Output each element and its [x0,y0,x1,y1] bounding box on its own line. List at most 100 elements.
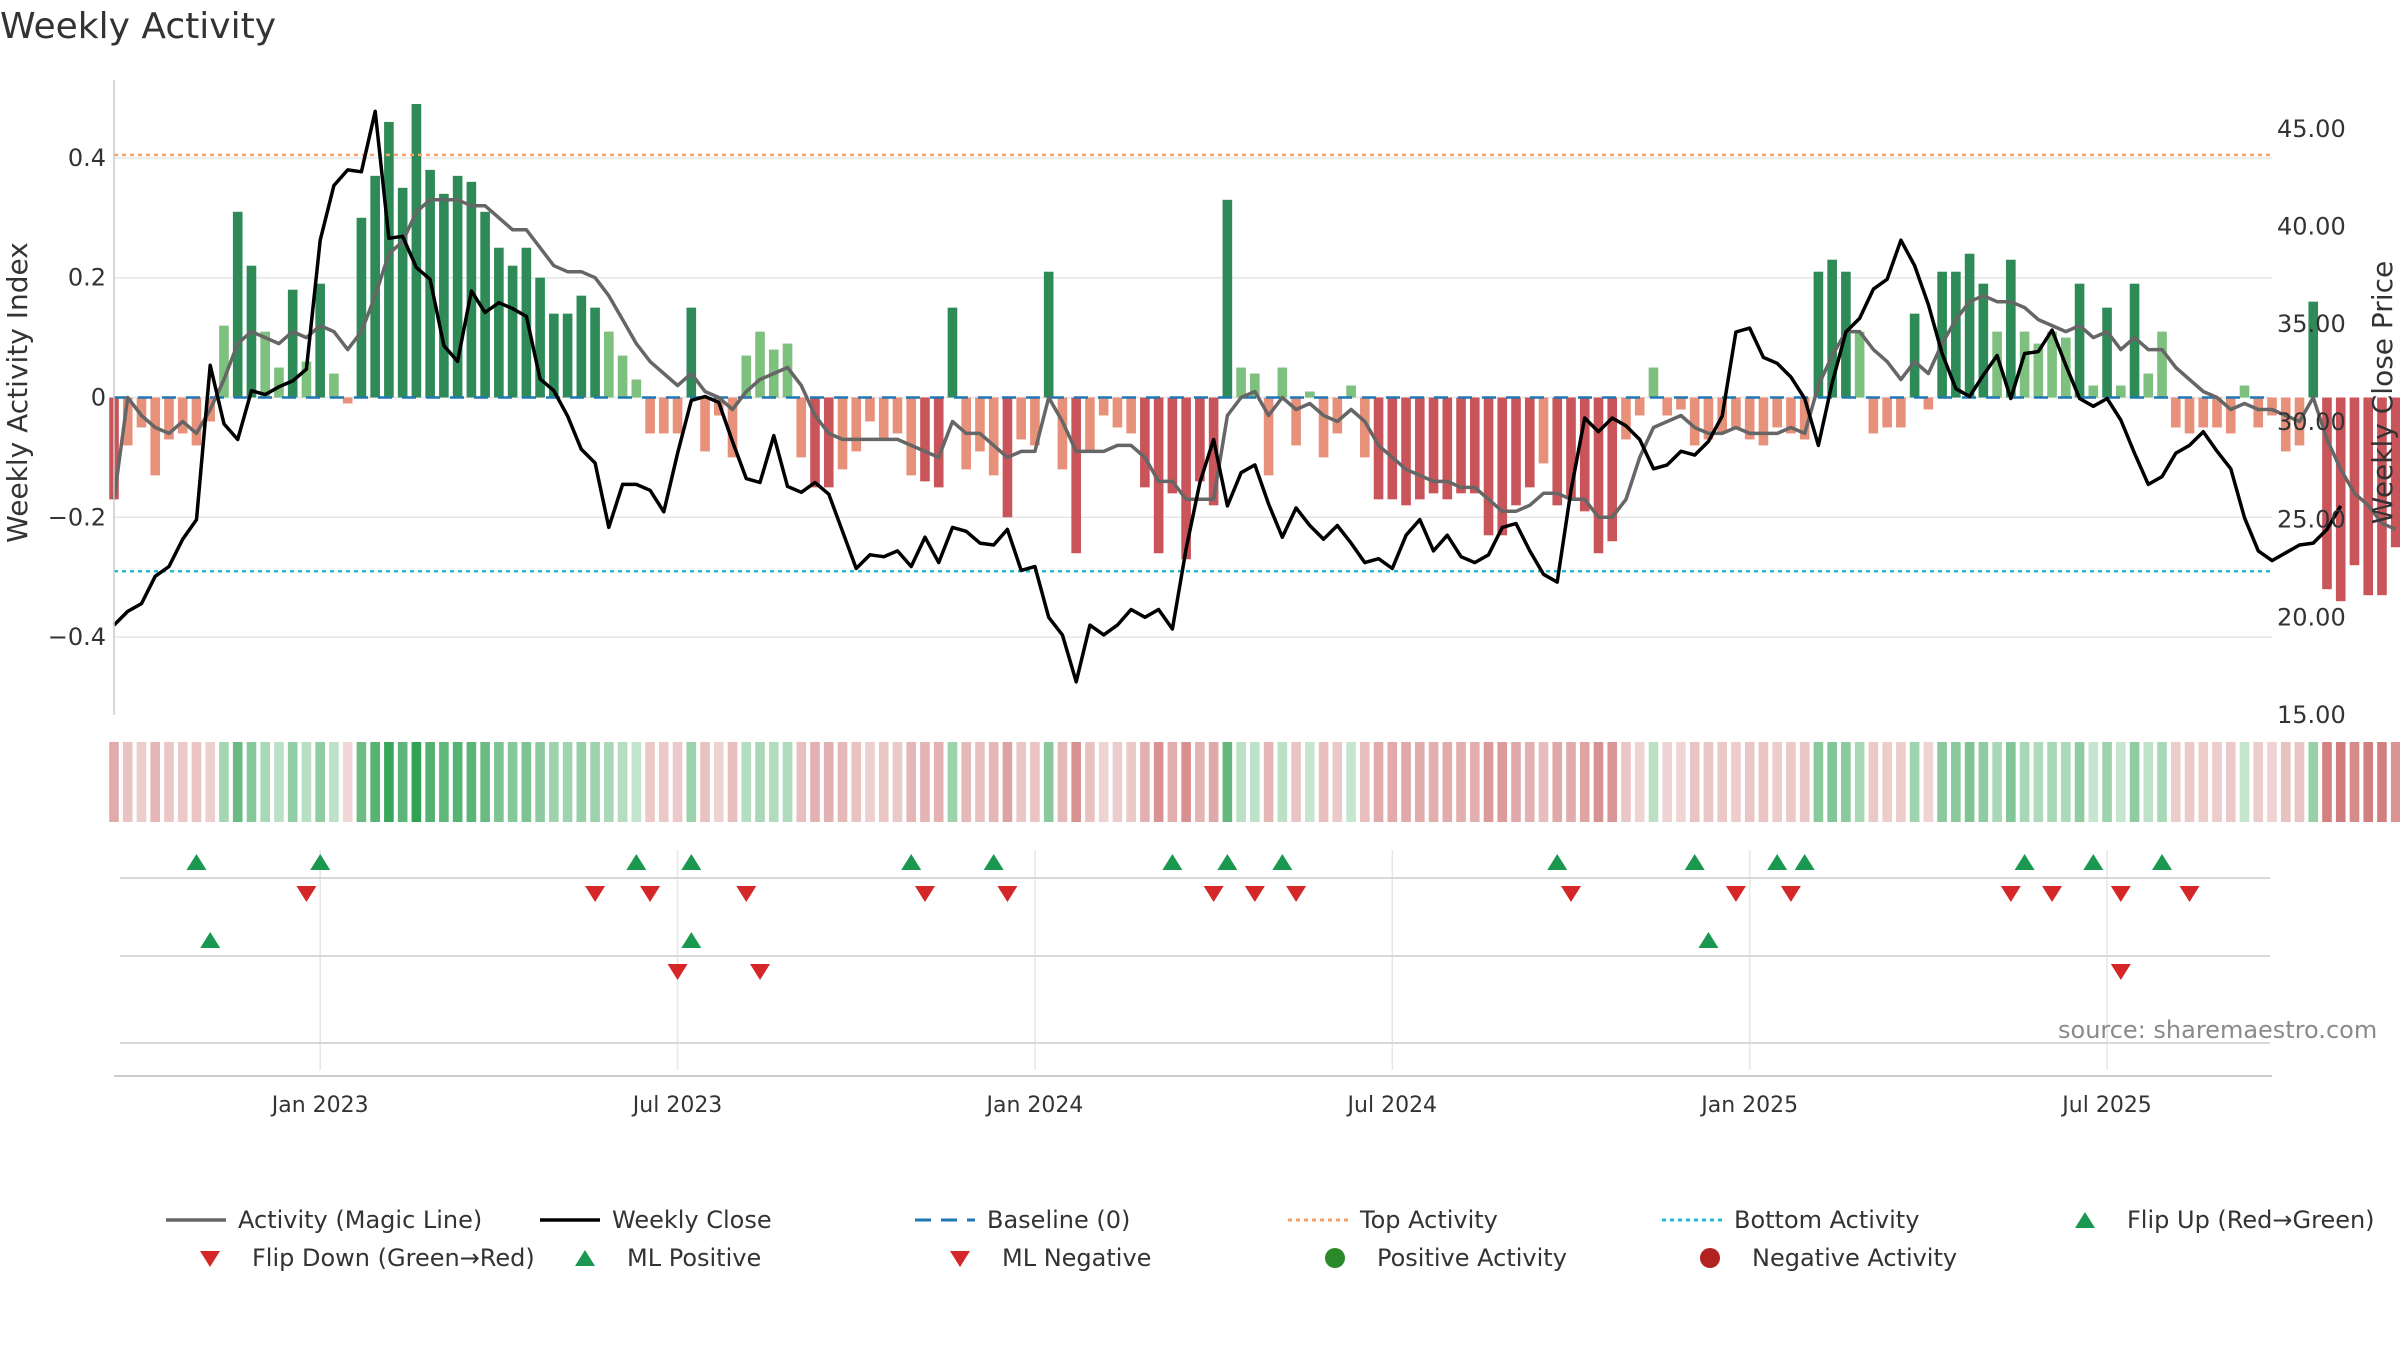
activity-bar [2377,397,2387,596]
activity-bar [590,307,600,398]
heat-cell [2088,742,2099,822]
heat-cell [2184,742,2195,822]
x-tick-label: Jul 2024 [1346,1093,1438,1118]
ml-positive-marker [681,932,702,948]
legend-item: Activity (Magic Line) [166,1205,482,1235]
heat-cell [1992,742,2002,822]
heat-cell [507,742,518,822]
activity-bar [1222,199,1233,398]
activity-bar [562,313,573,398]
activity-bar [1442,397,1453,500]
activity-bars [109,103,2400,602]
heat-cell [274,742,284,822]
heat-cell [452,742,463,822]
activity-bar [865,397,875,422]
activity-bar [177,397,188,434]
heat-cell [425,742,435,822]
legend-label: Weekly Close [612,1206,772,1234]
legend-item: Baseline (0) [915,1205,1130,1235]
activity-heat-strip [109,742,2400,822]
heat-cell [1208,742,1219,822]
y-tick-label: 0 [91,384,106,412]
activity-bar [1305,391,1315,398]
heat-cell [2006,742,2016,822]
y-tick-label: −0.4 [48,623,106,651]
activity-bar [1703,397,1714,440]
heat-cell [837,742,848,822]
heat-cell [988,742,999,822]
activity-bar [1937,271,1947,398]
flip-down-marker [1560,886,1581,902]
activity-bar [1951,271,1961,398]
heat-cell [1469,742,1480,822]
activity-bar [1236,367,1246,398]
activity-bar [136,397,147,428]
ml-negative-marker [750,964,771,980]
flip-up-marker [901,854,922,870]
activity-bar [1538,397,1549,464]
activity-bar [1978,283,1989,398]
activity-bar [2280,397,2291,452]
activity-bar [1401,397,1411,506]
heat-cell [604,742,614,822]
heat-cell [1676,742,1686,822]
axes: 0.4 0.2 0 −0.2 −0.4 Weekly Activity Index 45.0… [1,80,2399,729]
heat-cell [1841,742,1851,822]
grid-lines [114,157,2272,1070]
flip-down-marker [736,886,757,902]
heat-cell [2019,742,2030,822]
activity-bar [906,397,917,476]
heat-cell [1758,742,1769,822]
activity-bar [1208,397,1219,506]
legend-item: Negative Activity [1680,1243,1957,1273]
heat-cell [136,742,147,822]
heat-cell [232,742,243,822]
heat-cell [782,742,793,822]
x-tick-label: Jul 2023 [631,1093,723,1118]
activity-bar [356,217,367,398]
activity-bar [947,307,958,398]
heat-cell [645,742,655,822]
heat-cell [2061,742,2071,822]
activity-bar [397,187,408,398]
activity-bar [1813,271,1824,398]
activity-bar [2102,307,2112,398]
heat-cell [920,742,930,822]
flip-up-marker [2083,854,2104,870]
flip-down-marker [2042,886,2063,902]
flip-up-marker [1547,854,1568,870]
heat-cell [1057,742,1068,822]
activity-bar [2157,331,2167,398]
activity-bar [2335,397,2346,602]
heat-cell [713,742,724,822]
activity-bar [975,397,985,452]
heat-cell [164,742,174,822]
heat-cell [1717,742,1728,822]
heat-cell [2143,742,2154,822]
heat-cell [2102,742,2112,822]
y2-tick-label: 40.00 [2277,213,2346,241]
heat-cell [878,742,889,822]
heat-cell [2308,742,2319,822]
heat-cell [686,742,697,822]
heat-cell [2225,742,2236,822]
activity-bar [191,397,202,446]
activity-bar [1112,397,1123,428]
legend-item: ML Negative [930,1243,1151,1273]
heat-cell [301,742,312,822]
heat-cell [2157,742,2167,822]
activity-bar [1758,397,1769,446]
heat-cell [2047,742,2057,822]
heat-cell [2239,742,2250,822]
activity-bar [1016,397,1026,440]
y2-tick-label: 30.00 [2277,408,2346,436]
flip-up-marker [1794,854,1815,870]
heat-cell [1126,742,1136,822]
heat-cell [2198,742,2209,822]
heat-cell [1387,742,1398,822]
flip-up-marker [310,854,331,870]
activity-bar [480,211,490,398]
activity-bar [1332,397,1343,434]
heat-cell [768,742,779,822]
heat-cell [1263,742,1274,822]
